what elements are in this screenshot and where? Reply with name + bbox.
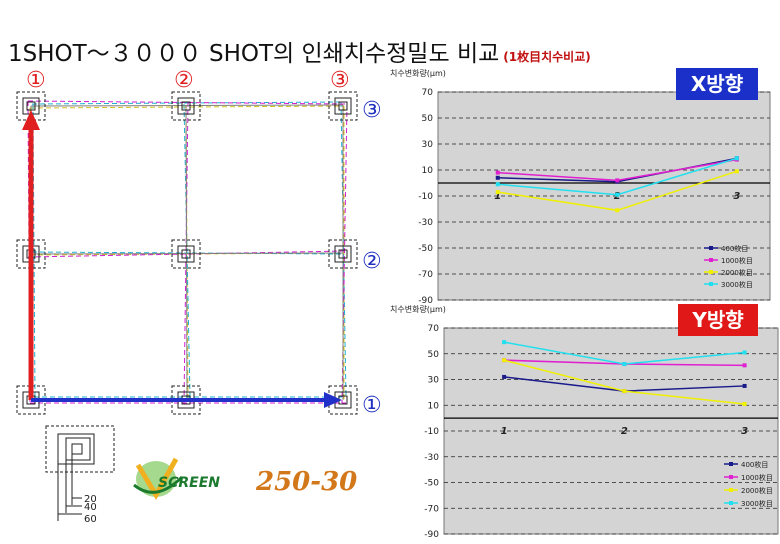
legend-marker: [709, 258, 713, 262]
y-tick-label: -50: [418, 244, 433, 254]
y-tick-label: 70: [422, 88, 434, 98]
y-axis-label: 치수변화량(μm): [390, 68, 446, 78]
x-direction-arrow: [31, 392, 342, 408]
row-marker-1: ①: [362, 393, 382, 418]
x-tick-label: 1: [494, 191, 501, 202]
y-tick-label: 30: [428, 376, 440, 386]
page-title: 1SHOT～３０００ SHOT의 인쇄치수정밀도 비교 (1枚目치수비교): [8, 34, 591, 68]
data-point: [615, 208, 620, 213]
legend-label: 1000枚目: [721, 256, 753, 265]
legend-marker: [709, 246, 713, 250]
y-tick-label: -10: [424, 427, 439, 437]
data-point: [742, 363, 747, 368]
inset-dim-20: 20: [84, 494, 97, 505]
y-tick-label: 50: [428, 350, 440, 360]
title-sub: (1枚目치수비교): [503, 50, 591, 64]
data-point: [615, 192, 620, 197]
row-marker-3: ③: [362, 98, 382, 123]
y-tick-label: -70: [424, 504, 439, 514]
y-tick-label: -30: [418, 218, 433, 228]
data-point: [495, 182, 500, 187]
chart-y-direction: 70 50 30 10 -10 -30 -50 -70 -90 1 2 3 치수변화량(μm) 400枚目…: [390, 304, 779, 540]
data-point: [734, 156, 739, 161]
x-direction-tag: X방향: [676, 68, 758, 100]
legend-label: 3000枚目: [741, 499, 773, 508]
data-point: [502, 358, 507, 363]
x-tick-label: 3: [741, 426, 748, 437]
x-tick-label: 1: [501, 426, 508, 437]
column-marker-1: ①: [26, 68, 46, 93]
legend-marker: [729, 475, 733, 479]
grid-lines: [27, 100, 348, 404]
legend-marker: [729, 488, 733, 492]
row-marker-2: ②: [362, 249, 382, 274]
data-point: [622, 389, 627, 394]
column-marker-3: ③: [330, 68, 350, 93]
legend-marker: [729, 501, 733, 505]
data-point: [495, 190, 500, 195]
y-tick-label: 30: [422, 140, 434, 150]
inset-dim-40: 40: [84, 502, 97, 513]
column-marker-2: ②: [174, 68, 194, 93]
legend-marker: [709, 270, 713, 274]
y-tick-label: -50: [424, 479, 439, 489]
registration-grid-diagram: ① ② ③ ③ ② ①: [16, 68, 382, 525]
data-point: [734, 169, 739, 174]
data-point: [615, 178, 620, 183]
y-direction-tag: Y방향: [678, 304, 758, 336]
y-tick-label: 10: [428, 401, 440, 411]
logo-brand: SCREEN: [158, 475, 220, 491]
x-tick-label: 2: [621, 426, 628, 437]
y-tick-label: 50: [422, 114, 434, 124]
legend-label: 400枚目: [721, 244, 748, 253]
y-direction-arrow: [22, 110, 40, 400]
logo-model: 250-30: [256, 467, 358, 497]
legend-marker: [709, 282, 713, 286]
chart-x-direction: 70503010-10-30-50-70-90123치수변화량(μm)400枚目…: [390, 68, 771, 306]
chart-x-panel: 70503010-10-30-50-70-90123치수변화량(μm)400枚目…: [390, 66, 780, 306]
legend-label: 400枚目: [741, 460, 768, 469]
data-point: [742, 383, 747, 388]
legend-label: 1000枚目: [741, 473, 773, 482]
legend-marker: [729, 462, 733, 466]
y-tick-label: -70: [418, 270, 433, 280]
data-point: [502, 374, 507, 379]
y-tick-label: -30: [424, 453, 439, 463]
data-point: [495, 170, 500, 175]
y-tick-label: -10: [418, 192, 433, 202]
data-point: [742, 350, 747, 355]
y-tick-label: 70: [428, 324, 440, 334]
data-point: [622, 362, 627, 367]
y-tick-label: 10: [422, 166, 434, 176]
title-main: 1SHOT～３０００ SHOT의 인쇄치수정밀도 비교: [8, 41, 500, 67]
y-tick-label: -90: [418, 296, 433, 306]
logo-swoosh-icon: [133, 457, 184, 500]
legend-label: 2000枚目: [741, 486, 773, 495]
legend-label: 3000枚目: [721, 280, 753, 289]
mark-dimension-inset: [45, 425, 115, 521]
data-point: [502, 340, 507, 345]
logo: SCREEN 250-30: [130, 455, 360, 505]
legend-label: 2000枚目: [721, 268, 753, 277]
data-point: [742, 401, 747, 406]
inset-dim-60: 60: [84, 514, 97, 525]
data-point: [495, 175, 500, 180]
chart-y-panel: 70 50 30 10 -10 -30 -50 -70 -90 1 2 3 치수변화량(μm) 400枚目…: [390, 302, 780, 540]
y-tick-label: -90: [424, 530, 439, 540]
x-tick-label: 3: [733, 191, 740, 202]
y-axis-label: 치수변화량(μm): [390, 304, 446, 314]
